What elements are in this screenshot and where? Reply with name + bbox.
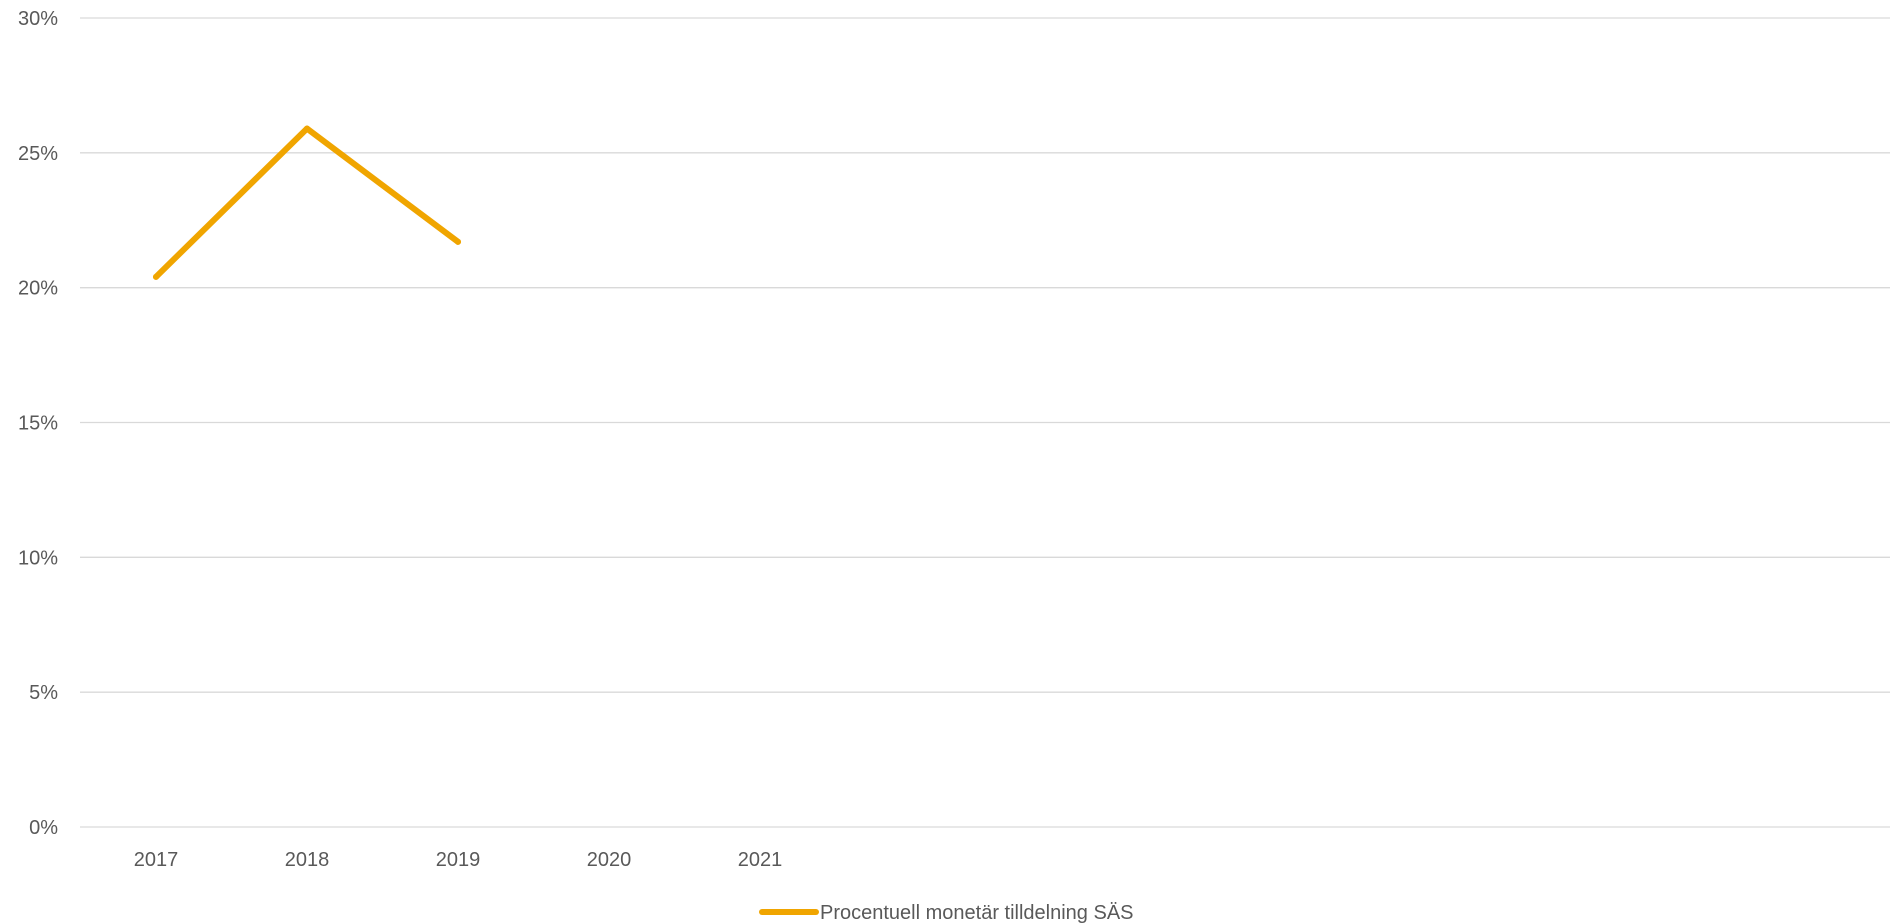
legend: Procentuell monetär tilldelning SÄS [762,902,1134,923]
y-tick-label: 5% [29,682,58,704]
x-tick-label: 2020 [587,849,632,871]
y-tick-label: 10% [18,547,58,569]
y-tick-label: 30% [18,8,58,30]
legend-label: Procentuell monetär tilldelning SÄS [820,902,1134,923]
data-point [304,126,310,132]
y-tick-label: 0% [29,817,58,839]
y-axis-ticks: 0% 5% 10% 15% 20% 25% 30% [18,8,58,839]
x-tick-label: 2017 [134,849,179,871]
x-tick-label: 2018 [285,849,330,871]
data-point [455,239,461,245]
series-line [156,129,458,277]
y-tick-label: 25% [18,143,58,165]
data-point [153,274,159,280]
y-tick-label: 15% [18,413,58,435]
gridlines [80,18,1890,827]
x-axis-ticks: 2017 2018 2019 2020 2021 [134,849,783,871]
x-tick-label: 2021 [738,849,783,871]
series-lines [153,126,461,280]
x-tick-label: 2019 [436,849,481,871]
y-tick-label: 20% [18,278,58,300]
